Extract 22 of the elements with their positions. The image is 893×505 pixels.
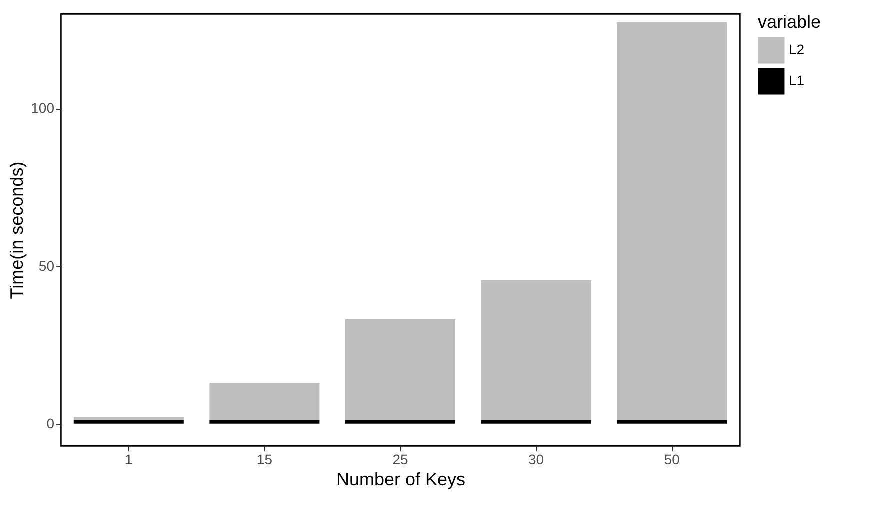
x-tick-label: 50 [664, 452, 680, 468]
y-tick-label: 50 [38, 258, 55, 274]
bar [481, 280, 592, 420]
legend-title: variable [758, 12, 822, 32]
x-tick-label: 30 [528, 452, 544, 468]
legend-label: L1 [789, 72, 805, 88]
bar [617, 420, 728, 424]
y-axis-title: Time(in seconds) [7, 162, 28, 300]
bar [346, 420, 456, 424]
legend-label: L2 [789, 42, 805, 58]
bar [617, 22, 728, 420]
bar [210, 383, 320, 420]
bar [481, 420, 592, 424]
bar [210, 420, 320, 424]
bar [346, 320, 456, 420]
y-tick-label: 100 [31, 100, 55, 116]
x-tick-label: 15 [256, 452, 273, 468]
bar [74, 420, 184, 424]
y-tick-label: 0 [46, 415, 55, 432]
x-axis-title: Number of Keys [336, 470, 466, 490]
x-tick-label: 1 [125, 452, 133, 468]
x-tick-label: 25 [392, 452, 408, 468]
